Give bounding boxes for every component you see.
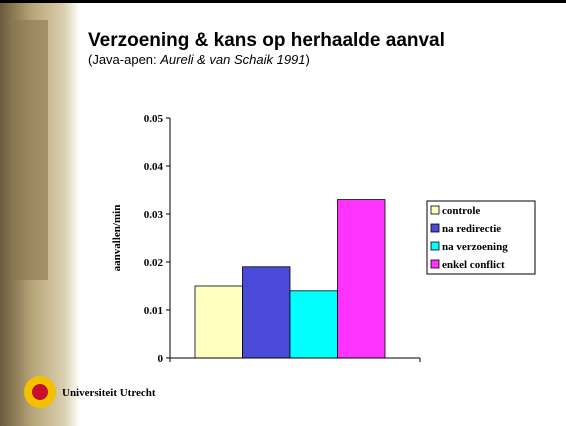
y-tick-label: 0.05 — [144, 113, 164, 125]
y-axis-label: aanvallen/min — [111, 205, 123, 272]
legend-box — [426, 200, 536, 275]
slide-subtitle: (Java-apen: Aureli & van Schaik 1991) — [88, 52, 310, 67]
legend-swatch — [430, 205, 440, 215]
tower-shape — [12, 20, 48, 280]
top-border — [0, 0, 566, 3]
y-tick-label: 0.04 — [144, 161, 164, 173]
y-tick-label: 0.02 — [144, 257, 164, 269]
slide-title: Verzoening & kans op herhaalde aanval — [88, 30, 445, 51]
bar — [194, 285, 243, 359]
subtitle-part: (Java-apen: — [88, 52, 160, 67]
bar — [242, 266, 291, 359]
legend-swatch — [430, 259, 440, 269]
bar — [337, 199, 386, 359]
legend-label: enkel conflict — [442, 259, 505, 271]
y-tick-label: 0.01 — [144, 305, 163, 317]
legend-label: controle — [442, 205, 480, 217]
logo: Universiteit Utrecht — [24, 376, 156, 408]
legend-swatch — [430, 241, 440, 251]
y-tick-label: 0 — [158, 353, 164, 365]
subtitle-citation: Aureli & van Schaik 1991 — [159, 52, 305, 67]
legend-label: na redirectie — [442, 223, 501, 235]
logo-text: Universiteit Utrecht — [62, 387, 156, 399]
legend-label: na verzoening — [442, 241, 508, 253]
y-tick-label: 0.03 — [144, 209, 164, 221]
logo-core — [32, 384, 48, 400]
bar — [289, 290, 338, 359]
legend-swatch — [430, 223, 440, 233]
subtitle-part: ) — [306, 52, 310, 67]
